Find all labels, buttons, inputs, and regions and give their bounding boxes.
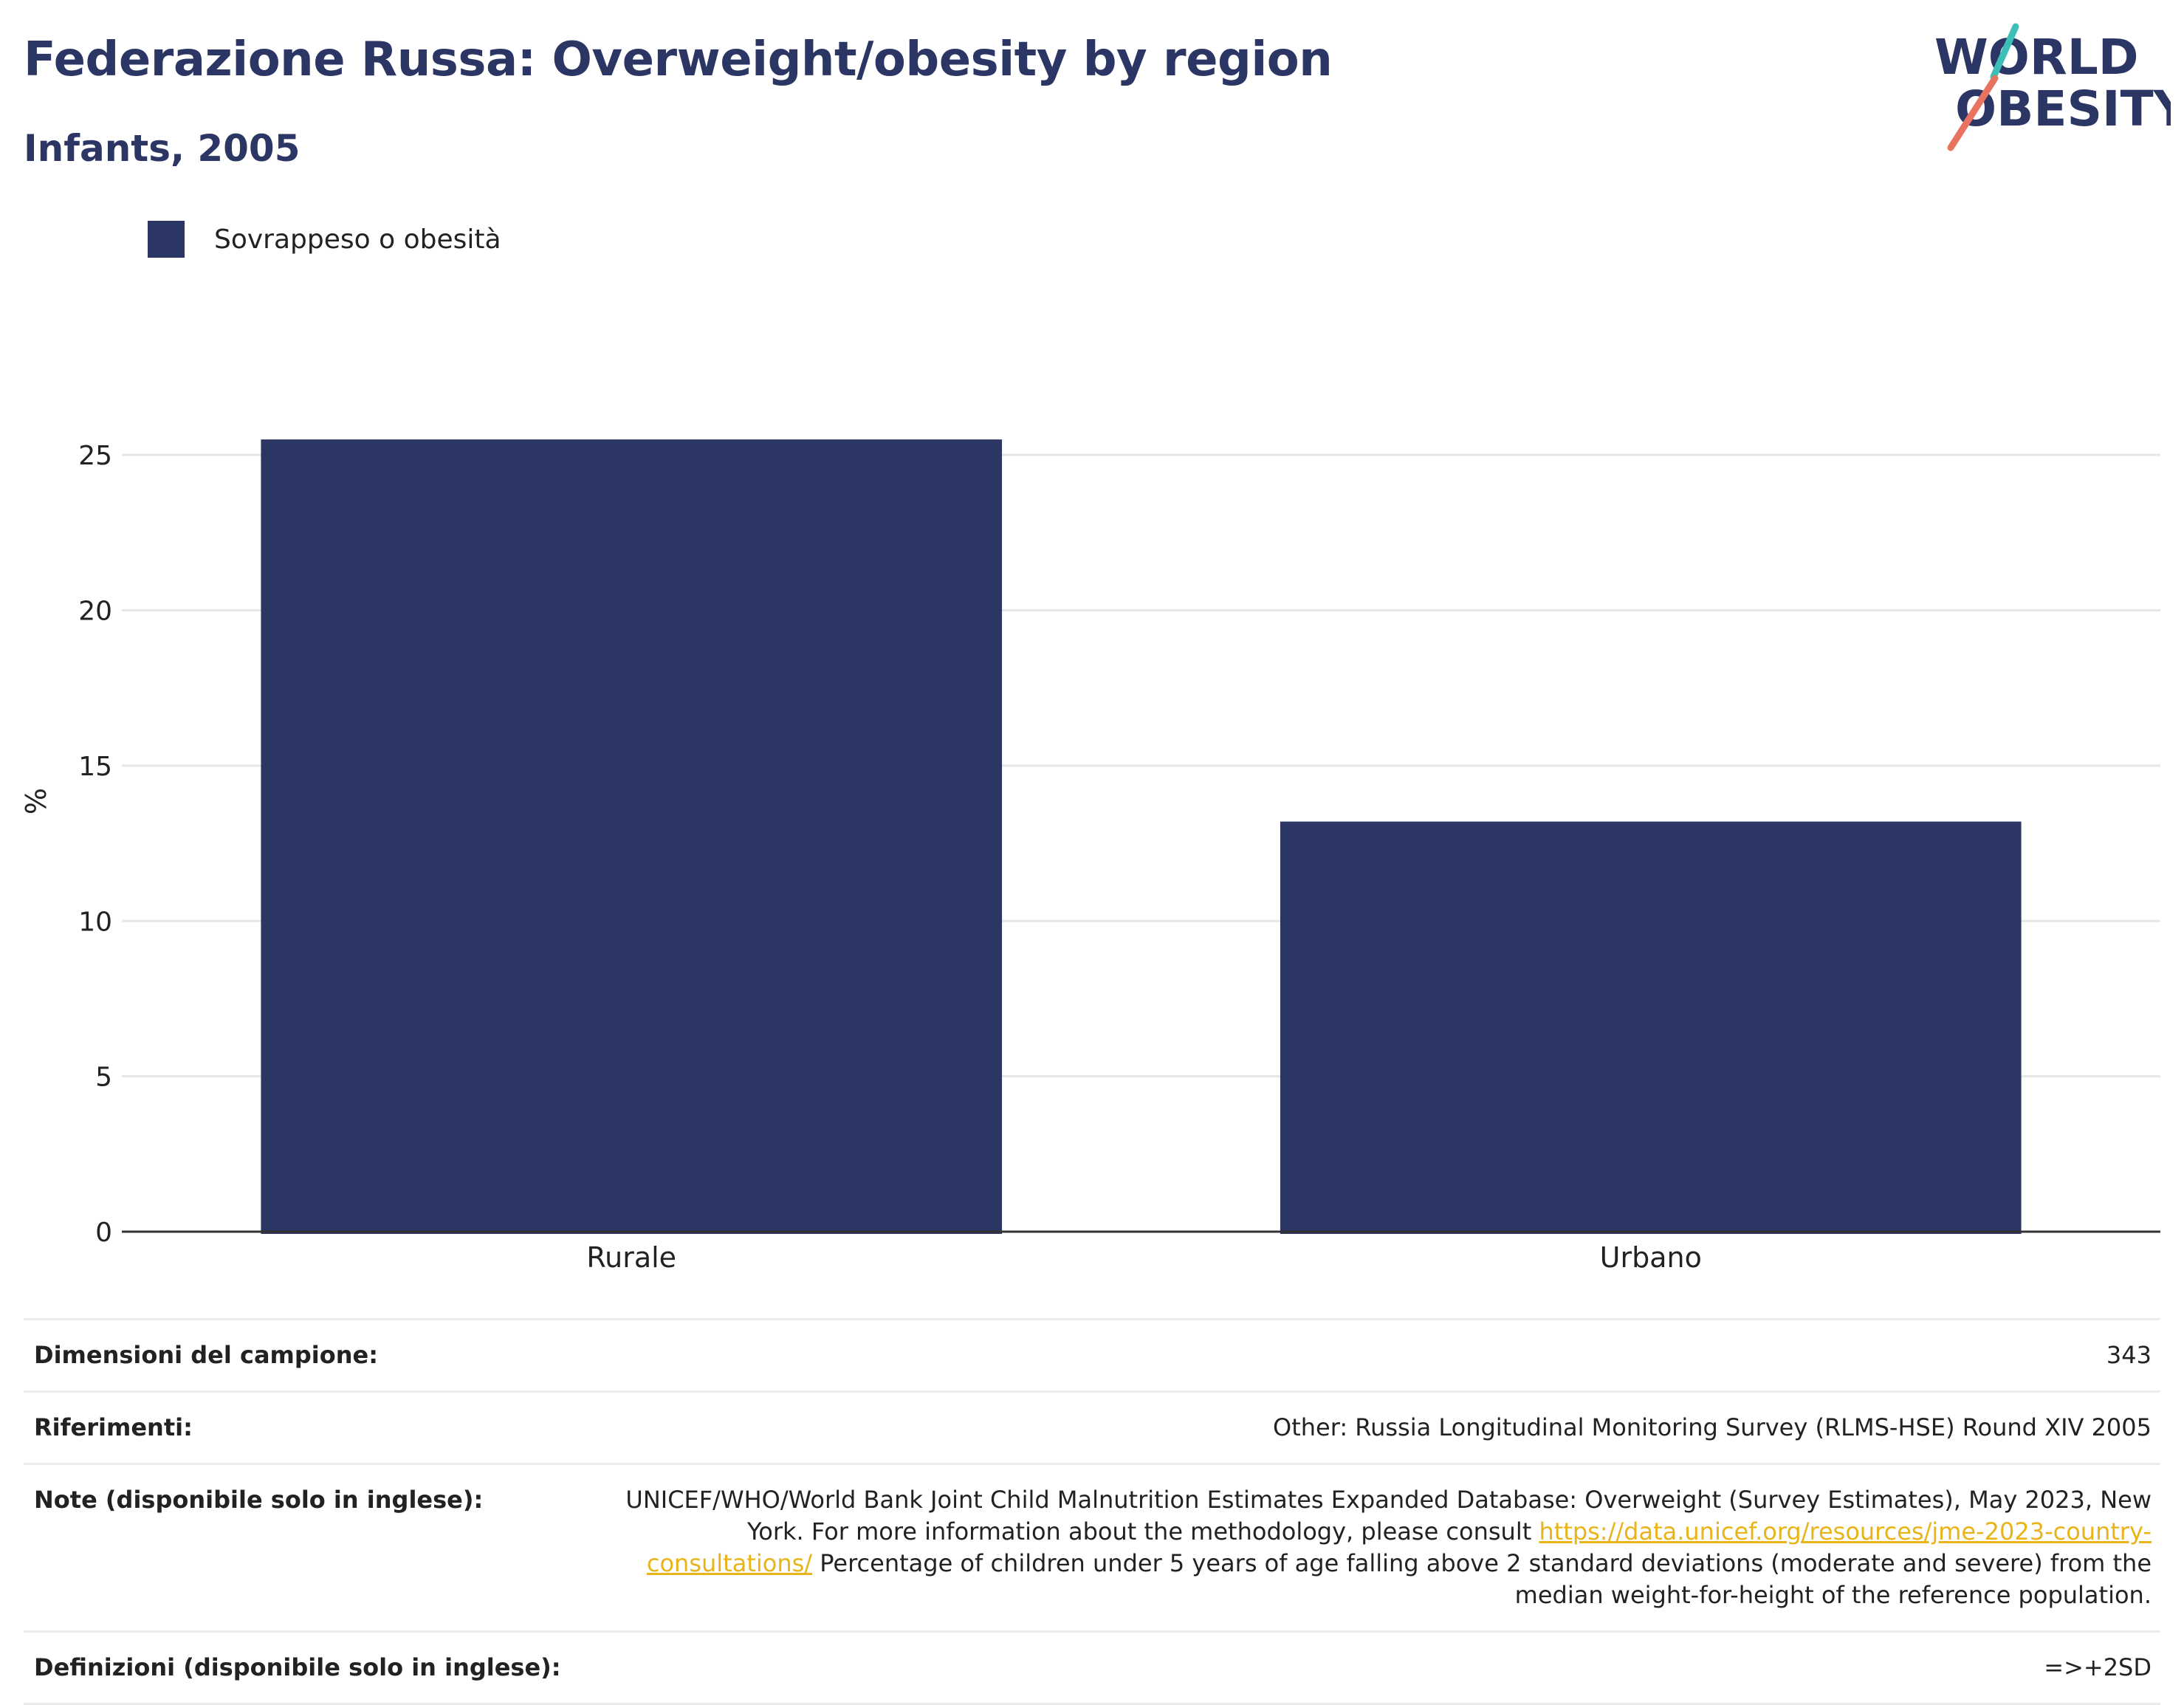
y-tick-labels: 0 5 10 15 20 25 bbox=[78, 441, 112, 1248]
notes-text-2: Percentage of children under 5 years of … bbox=[820, 1549, 2152, 1609]
legend-label: Sovrappeso o obesità bbox=[214, 224, 501, 255]
world-obesity-logo: WORLD OBESITY bbox=[1934, 23, 2171, 151]
notes-text-1: UNICEF/WHO/World Bank Joint Child Malnut… bbox=[625, 1486, 2152, 1546]
footer-row-sample-size: Dimensioni del campione: 343 bbox=[24, 1318, 2160, 1390]
legend[interactable]: Sovrappeso o obesità bbox=[148, 219, 501, 260]
bar-urbano[interactable] bbox=[1280, 821, 2022, 1234]
definitions-label: Definizioni (disponibile solo in inglese… bbox=[34, 1653, 561, 1681]
logo-slash-coral bbox=[1947, 75, 1999, 151]
y-tick-label: 5 bbox=[95, 1063, 112, 1093]
y-axis-label: % bbox=[20, 788, 52, 814]
sample-size-value: 343 bbox=[2106, 1341, 2152, 1369]
chart-title: Federazione Russa: Overweight/obesity by… bbox=[24, 32, 1333, 87]
logo-word-world: WORLD bbox=[1934, 29, 2139, 86]
notes-value: UNICEF/WHO/World Bank Joint Child Malnut… bbox=[586, 1484, 2152, 1611]
y-tick-label: 10 bbox=[78, 907, 112, 937]
definitions-value: =>+2SD bbox=[2044, 1653, 2152, 1681]
y-tick-label: 0 bbox=[95, 1218, 112, 1248]
x-tick-label: Urbano bbox=[1600, 1241, 1702, 1274]
bar-rurale[interactable] bbox=[261, 439, 1003, 1234]
y-tick-label: 20 bbox=[78, 597, 112, 627]
footer-row-references: Riferimenti: Other: Russia Longitudinal … bbox=[24, 1390, 2160, 1463]
footer-row-notes: Note (disponibile solo in inglese): UNIC… bbox=[24, 1463, 2160, 1630]
notes-label: Note (disponibile solo in inglese): bbox=[34, 1486, 484, 1514]
bars bbox=[261, 439, 2022, 1234]
sample-size-label: Dimensioni del campione: bbox=[34, 1341, 379, 1369]
bar-chart: 0 5 10 15 20 25 Rurale Urbano % bbox=[20, 439, 2160, 1274]
x-tick-label: Rurale bbox=[586, 1241, 676, 1274]
y-tick-label: 25 bbox=[78, 441, 112, 471]
chart-footer: Dimensioni del campione: 343 Riferimenti… bbox=[24, 1318, 2160, 1705]
footer-row-definitions: Definizioni (disponibile solo in inglese… bbox=[24, 1630, 2160, 1705]
legend-swatch bbox=[148, 221, 185, 258]
logo-slash-teal bbox=[1990, 23, 2019, 80]
references-label: Riferimenti: bbox=[34, 1413, 193, 1441]
x-tick-labels: Rurale Urbano bbox=[586, 1241, 1701, 1274]
chart-subtitle: Infants, 2005 bbox=[24, 127, 301, 170]
y-tick-label: 15 bbox=[78, 752, 112, 782]
notes-link[interactable]: https://data.unicef.org/resources/jme-20… bbox=[646, 1517, 2152, 1577]
references-value: Other: Russia Longitudinal Monitoring Su… bbox=[1273, 1413, 2152, 1441]
